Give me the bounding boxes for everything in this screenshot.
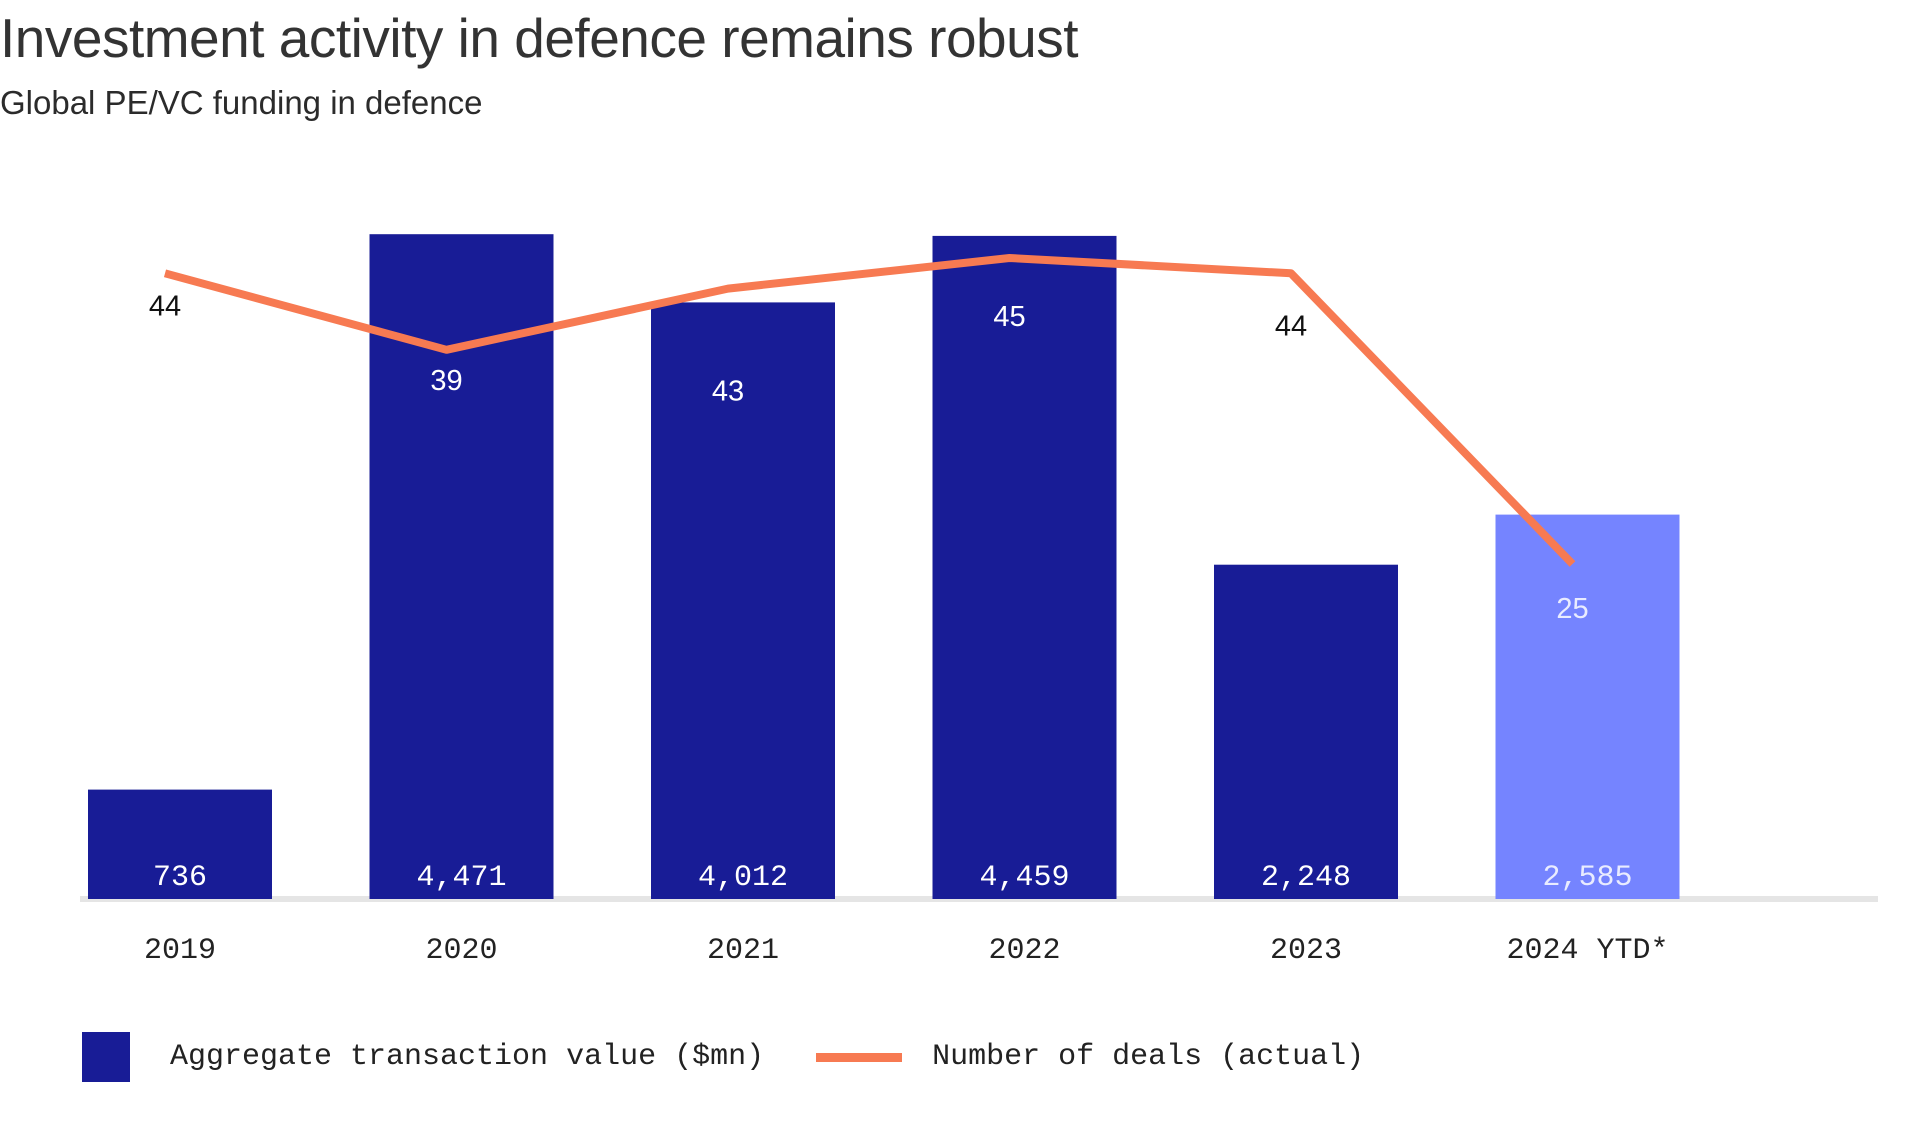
x-tick-label: 2019	[144, 934, 216, 968]
x-tick-label: 2022	[988, 934, 1060, 968]
chart-title: Investment activity in defence remains r…	[0, 7, 1079, 69]
bar-value-label: 4,012	[698, 861, 788, 895]
bar-2024-ytd	[1495, 514, 1680, 899]
bars-group	[88, 234, 1680, 899]
bar-value-label: 4,459	[979, 861, 1069, 895]
legend-swatch-deals-line	[816, 1052, 903, 1062]
deals-line	[163, 254, 1576, 567]
deals-value-label: 45	[993, 301, 1025, 333]
bar-2023	[1214, 564, 1398, 899]
deals-value-label: 39	[430, 365, 462, 397]
bar-2022	[932, 235, 1117, 899]
deals-value-label: 44	[149, 290, 181, 322]
deals-value-label: 25	[1556, 593, 1588, 625]
x-axis-tick-labels: 2019 2020 2021 2022 2023 2024 YTD*	[144, 934, 1669, 968]
legend-swatch-transaction-value	[82, 1032, 130, 1082]
bar-value-labels: 736 4,471 4,012 4,459 2,248 2,585	[153, 861, 1633, 895]
bar-value-label: 736	[153, 861, 207, 895]
legend-label-deals: Number of deals (actual)	[932, 1040, 1365, 1074]
deals-line-group	[163, 254, 1576, 567]
bar-value-label: 4,471	[416, 861, 506, 895]
deals-value-labels: 44 39 43 45 44 25	[149, 290, 1589, 625]
x-tick-label: 2024 YTD*	[1506, 934, 1668, 968]
bar-value-label: 2,248	[1261, 861, 1351, 895]
x-tick-label: 2021	[707, 934, 779, 968]
legend-label-transaction-value: Aggregate transaction value ($mn)	[170, 1040, 765, 1074]
bar-value-label: 2,585	[1542, 861, 1632, 895]
x-tick-label: 2020	[425, 934, 497, 968]
deals-value-label: 43	[712, 376, 744, 408]
chart-subtitle: Global PE/VC funding in defence	[0, 84, 483, 121]
x-tick-label: 2023	[1270, 934, 1342, 968]
bar-2019	[88, 789, 272, 899]
legend: Aggregate transaction value ($mn) Number…	[82, 1031, 1364, 1083]
deals-value-label: 44	[1275, 310, 1307, 342]
bar-2021	[651, 302, 835, 899]
